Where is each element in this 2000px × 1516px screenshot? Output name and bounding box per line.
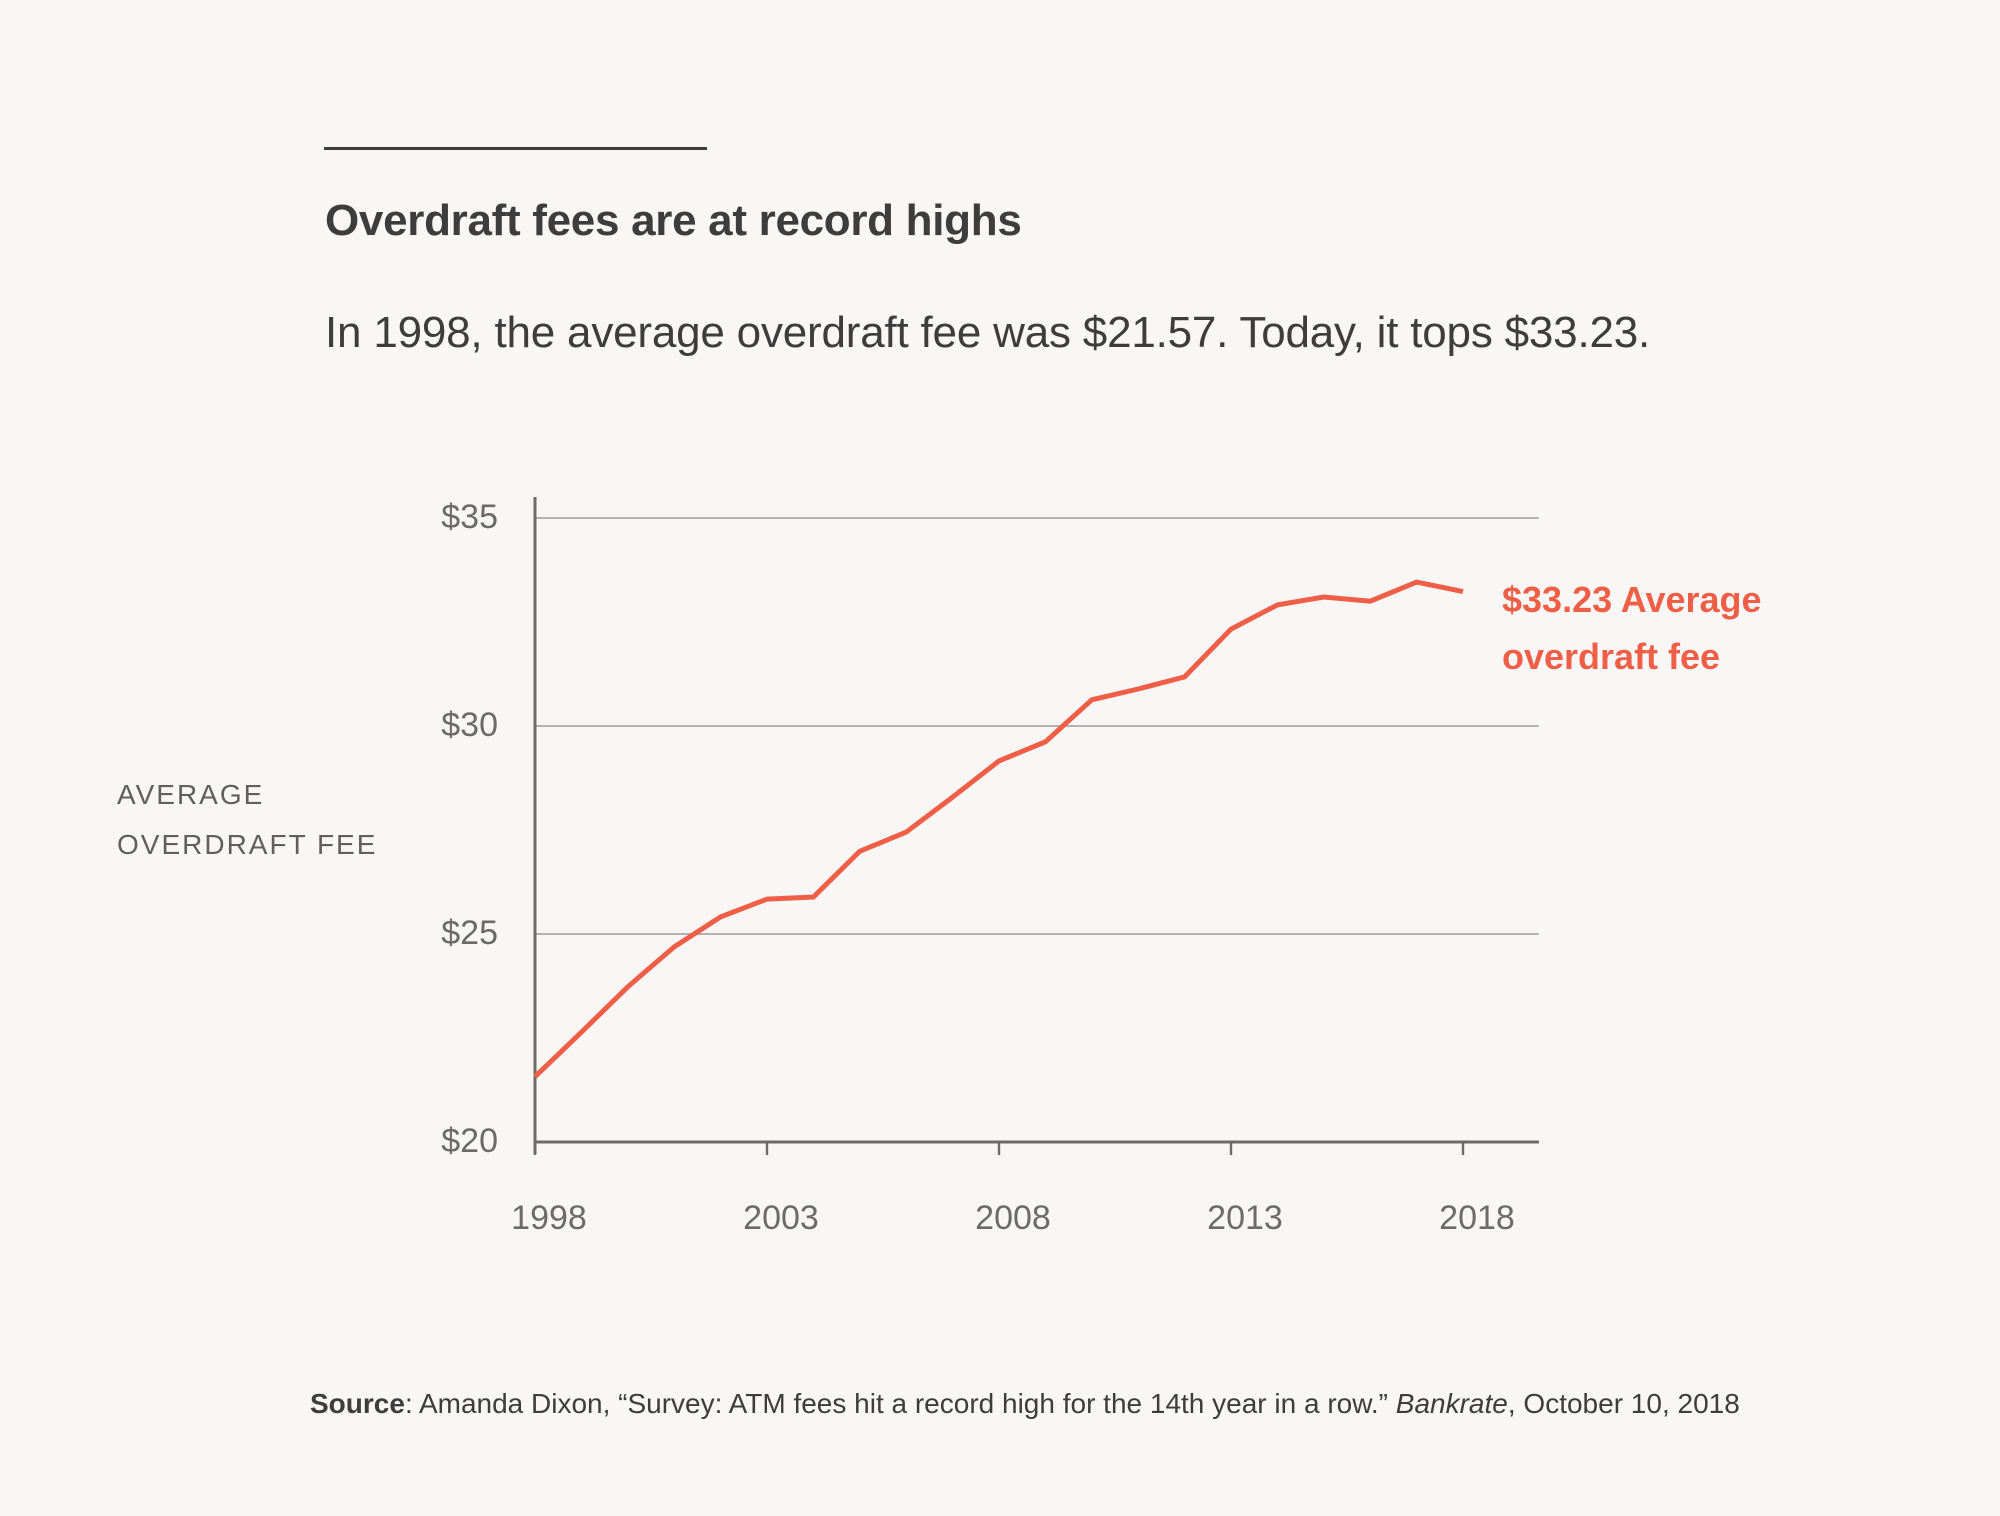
- y-axis-label-line-2: OVERDRAFT FEE: [117, 829, 378, 860]
- line-end-annotation: $33.23 Average overdraft fee: [1502, 571, 1762, 685]
- source-note: Source: Amanda Dixon, “Survey: ATM fees …: [310, 1388, 1740, 1420]
- x-tick-label: 1998: [511, 1199, 587, 1237]
- annotation-line-2: overdraft fee: [1502, 636, 1721, 677]
- y-tick-labels: $20 $25 $30 $35: [441, 498, 498, 1160]
- x-tick-labels: 1998 2003 2008 2013 2018: [511, 1199, 1515, 1237]
- chart-subtitle: In 1998, the average overdraft fee was $…: [325, 308, 1651, 357]
- gridlines: [535, 517, 1539, 935]
- y-tick-label: $35: [441, 498, 498, 536]
- source-publication: Bankrate: [1395, 1388, 1508, 1419]
- y-axis-label: AVERAGE OVERDRAFT FEE: [117, 770, 377, 870]
- y-tick-label: $30: [441, 706, 498, 744]
- top-rule-divider: [324, 147, 707, 150]
- y-tick-label: $20: [441, 1122, 498, 1160]
- y-tick-label: $25: [441, 914, 498, 952]
- x-tick-label: 2013: [1207, 1199, 1283, 1237]
- chart-title: Overdraft fees are at record highs: [325, 196, 1022, 245]
- source-label: Source: [310, 1388, 405, 1419]
- annotation-line-1: $33.23 Average: [1502, 579, 1762, 620]
- series-layer: [533, 579, 1464, 1079]
- series-line-average-overdraft-fee: [533, 579, 1464, 1079]
- y-axis-label-line-1: AVERAGE: [117, 779, 265, 810]
- source-citation: : Amanda Dixon, “Survey: ATM fees hit a …: [404, 1388, 1396, 1419]
- source-date: , October 10, 2018: [1507, 1388, 1740, 1419]
- x-tick-label: 2018: [1439, 1199, 1515, 1237]
- axes: [533, 497, 1539, 1155]
- x-tick-label: 2003: [743, 1199, 819, 1237]
- x-tick-label: 2008: [975, 1199, 1051, 1237]
